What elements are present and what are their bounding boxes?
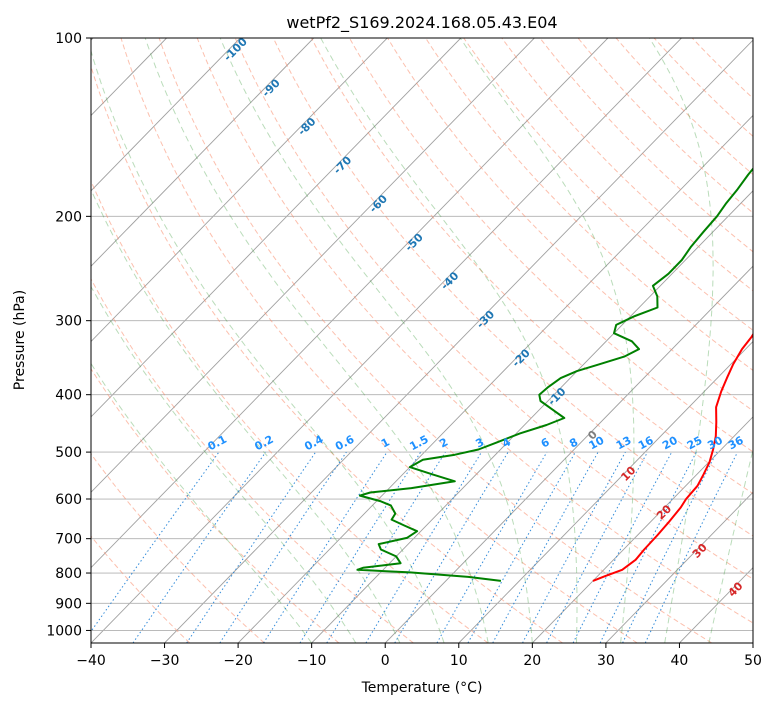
mixing-ratio-label: 10 [587,434,607,453]
dry-adiabat-line [577,38,753,214]
moist-adiabat-line [91,49,445,643]
mixing-ratio-line [492,451,599,643]
mixing-ratio-line [365,451,482,643]
moist-adiabat-line [320,38,578,643]
y-tick-label: 600 [55,492,82,508]
chart-title: wetPf2_S169.2024.168.05.43.E04 [286,13,557,33]
moist-adiabat-line [91,285,357,643]
mixing-ratio-label: 20 [660,434,680,453]
dry-adiabat-line [91,64,563,643]
dry-adiabat-line [615,38,753,176]
x-tick-label: 50 [744,653,762,669]
mixing-ratio-label: 25 [685,434,705,453]
dry-adiabat-line [91,277,414,643]
mixing-ratio-label: 16 [636,434,656,453]
isotherm-line [458,340,753,643]
skewed-isotherms [91,38,753,643]
mixing-ratio-line [467,451,576,643]
dry-adiabat-line [425,38,753,371]
moist-adiabats [91,38,753,643]
x-axis-label: Temperature (°C) [361,680,483,696]
y-tick-label: 700 [55,532,82,548]
isotherm-line [605,491,753,643]
mixing-ratio-line [622,451,718,643]
mixing-ratio-line [394,451,509,643]
isotherm-line [91,38,682,643]
mixing-ratio-label: 30 [705,434,725,453]
x-tick-label: 30 [597,653,615,669]
isotherm-line [91,38,535,493]
mixing-ratio-label: 13 [614,434,634,453]
dry-adiabat-line [310,38,753,495]
x-tick-label: 20 [523,653,541,669]
y-tick-label: 1000 [46,623,82,639]
profile-series [356,167,753,582]
x-tick-label: −20 [223,653,253,669]
mixing-ratio-line [299,451,422,643]
dry-adiabat-line [272,38,753,537]
profile-line [356,167,753,582]
dry-adiabat-line [387,38,753,412]
isotherm-line [91,38,315,267]
plot-area [91,38,753,643]
isotherm-line [164,39,753,643]
y-tick-label: 300 [55,314,82,330]
isotherm-line [311,190,753,643]
dry-adiabat-line [463,38,753,331]
y-tick-label: 800 [55,566,82,582]
moist-adiabat-line [219,38,533,643]
moist-adiabat-line [648,38,714,643]
dry-adiabat-line [91,179,489,643]
dry-adiabat-line [196,38,753,624]
y-tick-label: 900 [55,596,82,612]
x-tick-label: 10 [450,653,468,669]
mixing-ratio-line [326,451,446,643]
mixing-ratio-line [436,451,548,643]
mixing-ratio-line [263,451,388,643]
isotherm-line [237,114,753,643]
y-tick-label: 400 [55,388,82,404]
plot-frame [90,37,754,644]
mixing-ratio-line [91,451,220,633]
dry-adiabats [91,38,753,643]
isotherm-line [91,38,462,418]
mixing-ratio-label: 36 [726,434,746,453]
y-tick-label: 100 [55,31,82,47]
isotherm-line [91,38,609,569]
mixing-ratio-lines [91,451,738,643]
isobar-grid [91,38,753,631]
moist-adiabat-line [459,38,635,643]
x-axis-ticks: −40 −30 −20 −10 0 10 20 30 40 50 [76,643,762,669]
isotherm-line [91,38,241,192]
moist-adiabat-line [144,38,489,643]
y-tick-label: 200 [55,209,82,225]
moist-adiabat-line [91,362,313,643]
isotherm-line [384,265,753,643]
isotherm-line [532,416,753,643]
y-tick-label: 500 [55,445,82,461]
dry-adiabat-line [158,38,713,643]
mixing-ratio-line [522,451,626,643]
dry-adiabat-line [91,535,191,643]
profile-line [592,332,753,582]
moist-adiabat-line [708,447,753,643]
y-axis-ticks: 1000 900 800 700 600 500 400 300 200 100 [46,31,91,639]
x-tick-label: 40 [670,653,688,669]
dry-adiabat-line [120,38,638,643]
x-tick-label: −30 [150,653,180,669]
isotherm-line [91,38,388,343]
x-tick-label: 0 [381,653,390,669]
y-axis-label: Pressure (hPa) [12,290,28,390]
x-tick-label: −40 [76,653,106,669]
x-tick-label: −10 [297,653,327,669]
dry-adiabat-line [234,38,753,580]
mixing-ratio-line [644,451,738,643]
dry-adiabat-line [539,38,753,253]
